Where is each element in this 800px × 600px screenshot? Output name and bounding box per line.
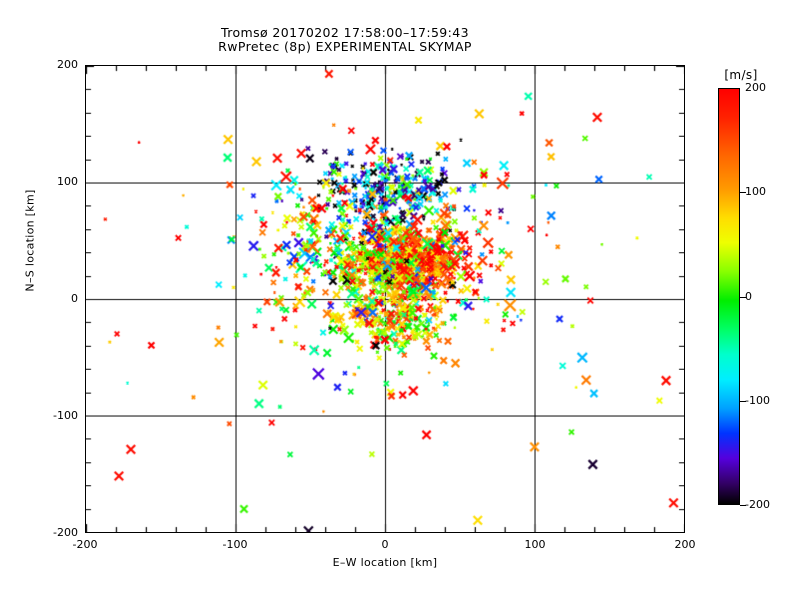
colorbar-unit-label: [m/s] [724,68,758,82]
colorbar-tick-label: 200 [745,81,766,94]
y-tick-label: 0 [71,292,78,305]
y-tick-label: 100 [57,175,78,188]
title-line-2: RwPretec (8p) EXPERIMENTAL SKYMAP [218,39,472,54]
colorbar-tick-mark [740,400,746,402]
plot-area [85,65,685,533]
colorbar-tick-mark [740,505,746,506]
colorbar-tick-label: 0 [745,289,752,303]
title-line-1: Tromsø 20170202 17:58:00–17:59:43 [221,25,469,40]
colorbar-gradient [718,88,740,505]
x-tick-label: 100 [524,538,546,551]
x-tick-label: 0 [381,538,389,551]
y-tick-label: 200 [57,58,78,71]
x-tick-label: -200 [72,538,98,551]
colorbar [718,88,740,505]
colorbar-tick-mark [740,192,746,194]
figure-title: Tromsø 20170202 17:58:00–17:59:43 RwPret… [0,26,690,54]
colorbar-tick-label: -200 [745,498,770,511]
colorbar-tick-label: 100 [745,185,766,199]
colorbar-tick-label: -100 [745,393,770,407]
y-tick-label: -100 [53,409,78,422]
x-axis-label: E–W location [km] [332,556,438,569]
y-axis-label: N–S location [km] [23,189,37,292]
scatter-canvas [86,66,684,532]
x-tick-label: -100 [222,538,248,551]
x-tick-label: 200 [674,538,696,551]
y-tick-label: -200 [53,526,78,539]
colorbar-tick-mark [740,296,746,298]
